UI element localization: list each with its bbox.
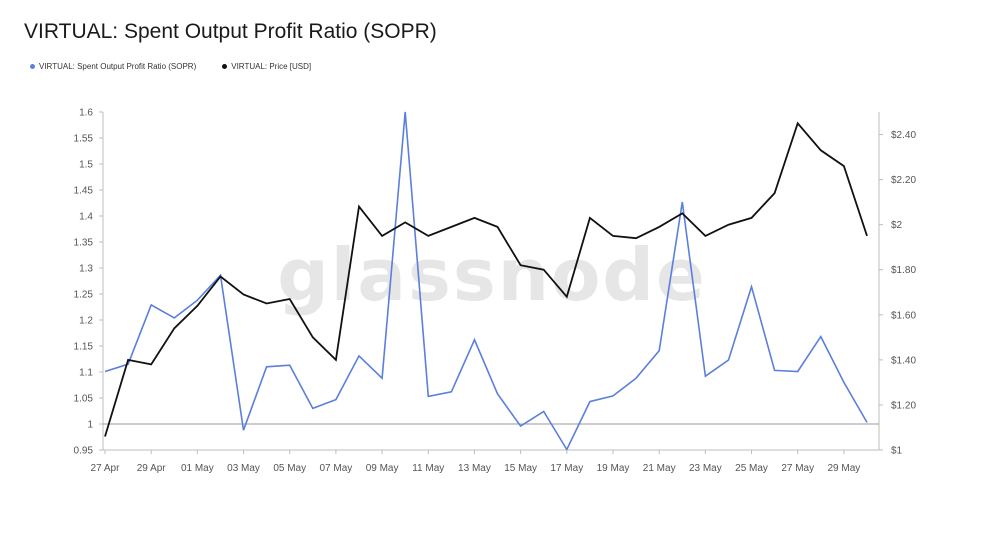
- y-right-tick-label: $2.20: [891, 175, 916, 186]
- y-right-tick-label: $1: [891, 446, 903, 457]
- legend: VIRTUAL: Spent Output Profit Ratio (SOPR…: [30, 62, 311, 71]
- y-left-tick-label: 1.25: [74, 290, 94, 301]
- legend-label-sopr: VIRTUAL: Spent Output Profit Ratio (SOPR…: [39, 62, 197, 71]
- y-right-tick-label: $2: [891, 220, 903, 231]
- y-left-tick-label: 0.95: [74, 446, 94, 457]
- legend-dot-price: [222, 64, 228, 69]
- x-tick-label: 29 Apr: [137, 463, 167, 474]
- y-right-tick-label: $1.40: [891, 355, 916, 366]
- legend-item-sopr[interactable]: VIRTUAL: Spent Output Profit Ratio (SOPR…: [30, 62, 196, 71]
- y-left-tick-label: 1.35: [74, 238, 94, 249]
- y-right-tick-label: $1.60: [891, 310, 916, 321]
- y-left-tick-label: 1.1: [79, 368, 93, 379]
- x-tick-label: 03 May: [227, 463, 260, 474]
- y-left-tick-label: 1.5: [79, 160, 93, 171]
- legend-label-price: VIRTUAL: Price [USD]: [231, 62, 312, 71]
- x-tick-label: 11 May: [412, 463, 444, 474]
- y-left-tick-label: 1: [87, 420, 93, 431]
- y-left-tick-label: 1.15: [74, 342, 94, 353]
- y-left-tick-label: 1.45: [74, 186, 94, 197]
- x-tick-label: 01 May: [181, 463, 214, 474]
- x-tick-label: 15 May: [504, 463, 537, 474]
- x-tick-label: 19 May: [597, 463, 630, 474]
- price-series-line: [104, 121, 868, 437]
- legend-item-price[interactable]: VIRTUAL: Price [USD]: [222, 62, 311, 71]
- y-left-tick-label: 1.2: [79, 316, 93, 327]
- x-tick-label: 13 May: [458, 463, 491, 474]
- y-right-tick-label: $1.20: [891, 400, 916, 411]
- chart-title: VIRTUAL: Spent Output Profit Ratio (SOPR…: [24, 20, 437, 43]
- y-left-tick-label: 1.6: [79, 108, 93, 119]
- legend-dot-sopr: [30, 64, 35, 69]
- y-left-tick-label: 1.4: [79, 212, 93, 223]
- x-tick-label: 17 May: [550, 463, 583, 474]
- sopr-series-line: [104, 111, 868, 452]
- x-tick-label: 27 May: [781, 463, 814, 474]
- y-left-tick-label: 1.55: [74, 134, 94, 145]
- y-right-tick-label: $2.40: [891, 130, 916, 141]
- x-tick-label: 29 May: [828, 463, 861, 474]
- x-tick-label: 25 May: [735, 463, 768, 474]
- x-tick-label: 07 May: [320, 463, 353, 474]
- y-right-tick-label: $1.80: [891, 265, 916, 276]
- watermark: glassnode: [277, 233, 707, 317]
- y-left-tick-label: 1.05: [74, 394, 94, 405]
- y-left-tick-label: 1.3: [79, 264, 93, 275]
- x-tick-label: 23 May: [689, 463, 722, 474]
- x-tick-label: 21 May: [643, 463, 676, 474]
- x-tick-label: 09 May: [366, 463, 399, 474]
- x-tick-label: 05 May: [273, 463, 306, 474]
- x-tick-label: 27 Apr: [91, 463, 121, 474]
